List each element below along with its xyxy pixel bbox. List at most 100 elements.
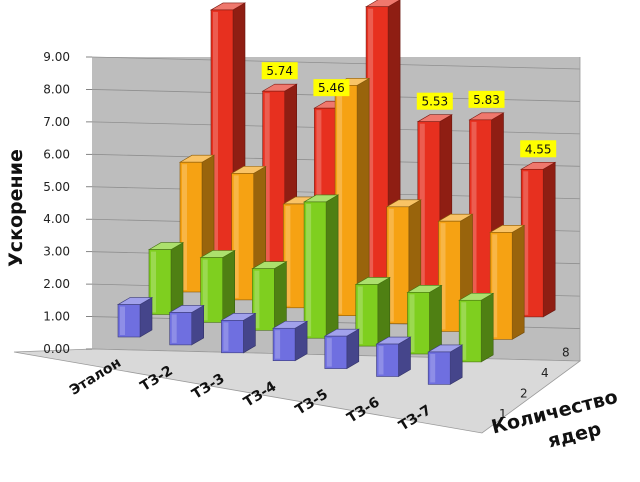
- bar-1-ТЗ-5: [323, 328, 360, 370]
- bar-side: [325, 194, 339, 339]
- data-label-text: 5.74: [266, 64, 293, 78]
- bar-side: [542, 161, 556, 318]
- y-tick-label: 4.00: [43, 212, 70, 226]
- bar-1-ТЗ-7: [427, 344, 464, 385]
- bar-2-ТЗ-6: [406, 284, 443, 355]
- y-axis-title: Ускорение: [5, 149, 27, 267]
- bar-highlight: [409, 294, 415, 352]
- bar-highlight: [120, 306, 125, 335]
- bar-8-ТЗ-7: [520, 161, 557, 318]
- bar-2-ТЗ-5: [354, 276, 391, 347]
- bar-highlight: [285, 205, 291, 306]
- y-tick-label: 3.00: [43, 245, 70, 259]
- depth-tick-label: 4: [541, 366, 549, 380]
- depth-tick-label: 8: [562, 346, 570, 360]
- bar-front: [438, 220, 461, 332]
- bar-front: [272, 327, 296, 361]
- bar-1-Эталон: [116, 297, 154, 338]
- bar-highlight: [419, 123, 425, 300]
- bar-highlight: [461, 302, 467, 360]
- bar-front: [324, 335, 348, 369]
- bar-highlight: [275, 330, 281, 359]
- depth-tick-label: 2: [520, 387, 528, 401]
- bar-highlight: [368, 8, 374, 292]
- bar-highlight: [264, 93, 270, 276]
- bar-highlight: [233, 175, 239, 298]
- bar-side: [429, 284, 442, 355]
- bar-side: [170, 242, 184, 316]
- data-label-bg: [520, 140, 557, 158]
- data-label-ТЗ-5: 5.53: [416, 92, 453, 110]
- gridline: [91, 56, 581, 70]
- data-label-ТЗ-7: 4.55: [520, 140, 557, 158]
- bar-front: [427, 351, 451, 385]
- bar-highlight: [254, 270, 260, 329]
- data-label-text: 4.55: [525, 142, 552, 156]
- bar-highlight: [337, 87, 343, 314]
- y-tick-label: 0.00: [43, 342, 70, 356]
- y-axis-ticks: 0.00 1.00 2.00 3.00 4.00 5.00 6.00 7.00 8.00 9.00: [43, 50, 92, 356]
- bar-highlight: [357, 286, 363, 345]
- bar-highlight: [378, 346, 384, 375]
- data-label-ТЗ-3: 5.46: [313, 79, 350, 97]
- bar-side: [511, 224, 525, 340]
- bar-highlight: [223, 322, 229, 351]
- bars: [116, 0, 557, 385]
- data-label-bg: [261, 62, 298, 80]
- y-tick-label: 7.00: [43, 115, 70, 129]
- bar-highlight: [492, 234, 498, 338]
- bar-front: [407, 292, 430, 355]
- y-tick-label: 1.00: [43, 310, 70, 324]
- bar-highlight: [440, 223, 446, 330]
- data-label-ТЗ-2: 5.74: [261, 62, 298, 80]
- bar-front: [231, 173, 254, 301]
- bar-1-ТЗ-2: [168, 304, 205, 346]
- bar-4-ТЗ-7: [489, 224, 526, 340]
- bar-4-ТЗ-5: [385, 199, 422, 325]
- bar-2-ТЗ-2: [199, 249, 236, 323]
- bar-front: [148, 249, 172, 315]
- bar-side: [480, 292, 494, 363]
- data-labels: 8.005.745.468.835.535.834.55: [261, 62, 557, 158]
- bar-front: [458, 299, 482, 363]
- bar-side: [377, 276, 391, 347]
- bar-side: [222, 249, 235, 323]
- depth-tick-label: 1: [499, 407, 507, 421]
- bar-front: [169, 312, 192, 346]
- bar-4-ТЗ-4: [333, 77, 371, 317]
- bar-1-ТЗ-3: [220, 312, 257, 354]
- bar-front: [303, 201, 327, 339]
- data-label-ТЗ-6: 5.83: [468, 90, 505, 108]
- data-label-text: 5.46: [318, 81, 345, 95]
- data-label-bg: [468, 90, 505, 108]
- data-label-text: 5.83: [473, 93, 500, 107]
- bar-side: [274, 261, 287, 331]
- data-label-text: 5.53: [421, 95, 448, 109]
- bar-highlight: [326, 338, 332, 367]
- bar-front: [117, 304, 141, 338]
- bar-highlight: [523, 171, 529, 315]
- y-tick-label: 2.00: [43, 277, 70, 291]
- bar-1-ТЗ-6: [375, 336, 412, 378]
- bar-front: [376, 343, 399, 377]
- data-label-bg: [313, 79, 350, 97]
- y-tick-label: 6.00: [43, 147, 70, 161]
- bar-highlight: [202, 259, 208, 321]
- y-tick-label: 8.00: [43, 82, 70, 96]
- bar-2-Эталон: [147, 242, 185, 316]
- bar-highlight: [182, 164, 187, 290]
- bar-front: [179, 161, 203, 293]
- bar-highlight: [151, 251, 156, 313]
- y-tick-label: 9.00: [43, 50, 70, 64]
- bar-highlight: [213, 11, 218, 268]
- bar-2-ТЗ-4: [302, 194, 340, 339]
- bar-highlight: [471, 121, 477, 307]
- bar-1-ТЗ-4: [271, 320, 309, 362]
- bar-2-ТЗ-7: [458, 292, 495, 363]
- bar-front: [252, 268, 275, 331]
- bar-front: [200, 257, 223, 323]
- data-label-bg: [416, 92, 453, 110]
- bar-highlight: [430, 353, 436, 383]
- bar-front: [221, 320, 244, 354]
